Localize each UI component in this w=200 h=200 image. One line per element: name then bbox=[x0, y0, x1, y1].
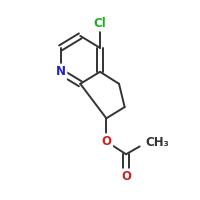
Text: N: N bbox=[56, 65, 66, 78]
Text: Cl: Cl bbox=[94, 17, 106, 30]
Text: O: O bbox=[101, 135, 111, 148]
Text: CH₃: CH₃ bbox=[146, 136, 170, 149]
Text: O: O bbox=[121, 170, 131, 183]
Text: Cl: Cl bbox=[94, 17, 106, 30]
Text: CH₃: CH₃ bbox=[146, 136, 170, 149]
Text: O: O bbox=[121, 170, 131, 183]
Text: O: O bbox=[101, 135, 111, 148]
Text: N: N bbox=[56, 65, 66, 78]
